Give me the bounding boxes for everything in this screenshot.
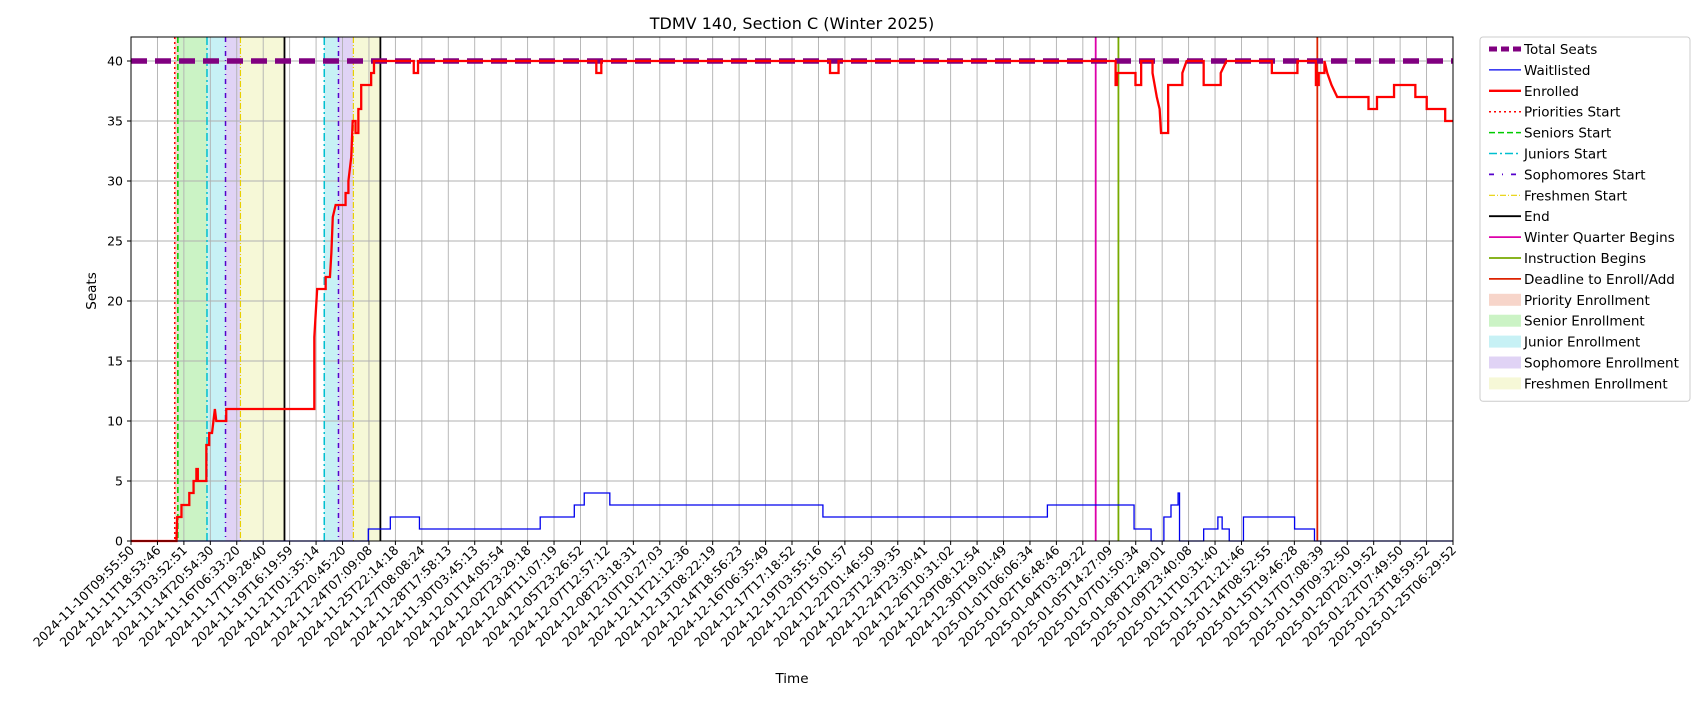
shaded-region-sophomore-enrollment — [225, 37, 241, 541]
y-tick-label: 20 — [107, 294, 123, 309]
y-axis-title: Seats — [84, 272, 100, 309]
y-tick-label: 15 — [107, 354, 123, 369]
legend-label-junior-enrollment: Junior Enrollment — [1523, 335, 1640, 351]
legend-label-priorities-start: Priorities Start — [1524, 105, 1620, 121]
legend-label-seniors-start: Seniors Start — [1524, 126, 1611, 142]
y-tick-label: 5 — [115, 474, 123, 489]
legend-label-waitlisted: Waitlisted — [1524, 63, 1591, 79]
y-tick-label: 40 — [107, 54, 123, 69]
legend: Total Seats Waitlisted Enrolled Priorities … — [1479, 36, 1691, 402]
y-tick-label: 30 — [107, 174, 123, 189]
legend-label-senior-enrollment: Senior Enrollment — [1524, 314, 1645, 330]
legend-swatch-sophomore-enrollment — [1489, 356, 1521, 369]
legend-swatch-freshmen-enrollment — [1489, 377, 1521, 390]
y-tick-label: 0 — [115, 534, 123, 549]
legend-label-winter-quarter-begins: Winter Quarter Begins — [1524, 230, 1675, 246]
legend-label-instruction-begins: Instruction Begins — [1524, 251, 1646, 267]
legend-label-total-seats: Total Seats — [1523, 42, 1597, 58]
shaded-region-freshmen-enrollment — [240, 37, 285, 541]
legend-label-sophomore-enrollment: Sophomore Enrollment — [1524, 356, 1679, 372]
series-line-enrolled — [131, 59, 1453, 543]
shaded-region-priority-enrollment — [174, 37, 178, 541]
shaded-region-sophomore-enrollment — [338, 37, 354, 541]
x-axis-title: Time — [774, 671, 808, 687]
legend-label-juniors-start: Juniors Start — [1523, 147, 1607, 163]
legend-box — [1479, 36, 1691, 402]
chart-title: TDMV 140, Section C (Winter 2025) — [649, 14, 934, 33]
shaded-region-senior-enrollment — [177, 37, 207, 541]
legend-swatch-priority-enrollment — [1489, 293, 1521, 306]
shaded-region-junior-enrollment — [324, 37, 339, 541]
legend-label-freshmen-enrollment: Freshmen Enrollment — [1524, 376, 1668, 392]
y-tick-label: 35 — [107, 114, 123, 129]
legend-label-priority-enrollment: Priority Enrollment — [1524, 293, 1650, 309]
legend-swatch-junior-enrollment — [1489, 335, 1521, 348]
legend-label-enrolled: Enrolled — [1524, 84, 1579, 100]
legend-swatch-senior-enrollment — [1489, 314, 1521, 327]
legend-label-deadline-to-enroll-add: Deadline to Enroll/Add — [1524, 272, 1675, 288]
legend-label-end: End — [1524, 209, 1550, 225]
shaded-region-junior-enrollment — [206, 37, 226, 541]
legend-label-freshmen-start: Freshmen Start — [1524, 188, 1627, 204]
legend-label-sophomores-start: Sophomores Start — [1524, 167, 1646, 183]
y-tick-label: 10 — [107, 414, 123, 429]
y-tick-label: 25 — [107, 234, 123, 249]
